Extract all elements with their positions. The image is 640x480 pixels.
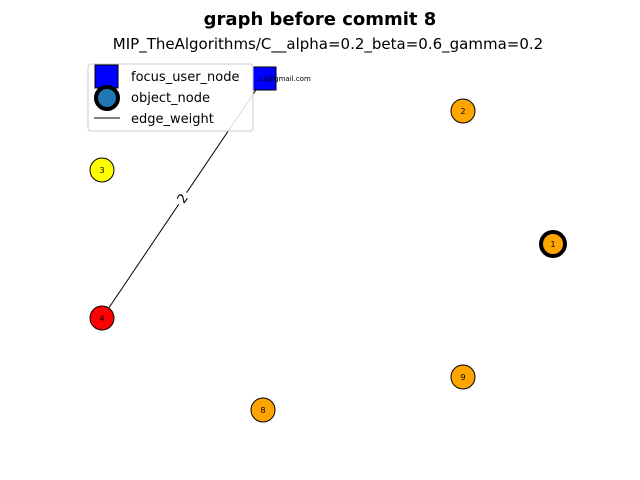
object-node-3[interactable]: 3 (89, 157, 115, 183)
object-node-2-label: 2 (460, 107, 465, 116)
object-node-1[interactable]: 1 (539, 230, 567, 258)
object-node-1-label: 1 (550, 240, 555, 249)
object-node-9-circle[interactable] (450, 364, 476, 390)
object-node-2-circle[interactable] (450, 98, 476, 124)
object-node-4[interactable]: 4 (89, 305, 115, 331)
object-node-1-circle[interactable] (539, 230, 567, 258)
legend-focus-user-node-label: focus_user_node (131, 70, 240, 85)
object-node-9-label: 9 (460, 373, 465, 382)
object-node-8[interactable]: 8 (250, 397, 276, 423)
chart-subtitle: MIP_TheAlgorithms/C__alpha=0.2_beta=0.6_… (113, 35, 543, 54)
object-node-3-label: 3 (99, 166, 104, 175)
object-node-9[interactable]: 9 (450, 364, 476, 390)
legend-box (87, 63, 254, 132)
object-node-3-circle[interactable] (89, 157, 115, 183)
edge-weight-label-bg (171, 187, 193, 209)
object-node-2[interactable]: 2 (450, 98, 476, 124)
legend-circle-icon (94, 85, 120, 111)
object-node-4-label: 4 (99, 314, 104, 323)
focus-user-node-label: ...cs@gmail.com (253, 75, 311, 83)
legend-square-icon (94, 64, 119, 89)
edge-weight-label-group: 2 (171, 187, 193, 209)
legend-edge-weight-label: edge_weight (131, 112, 214, 127)
chart-title: graph before commit 8 (204, 9, 437, 30)
legend: focus_user_node object_node edge_weight (87, 63, 254, 132)
legend-object-node-label: object_node (131, 91, 210, 106)
object-node-4-circle[interactable] (89, 305, 115, 331)
object-node-8-label: 8 (260, 406, 265, 415)
object-node-8-circle[interactable] (250, 397, 276, 423)
